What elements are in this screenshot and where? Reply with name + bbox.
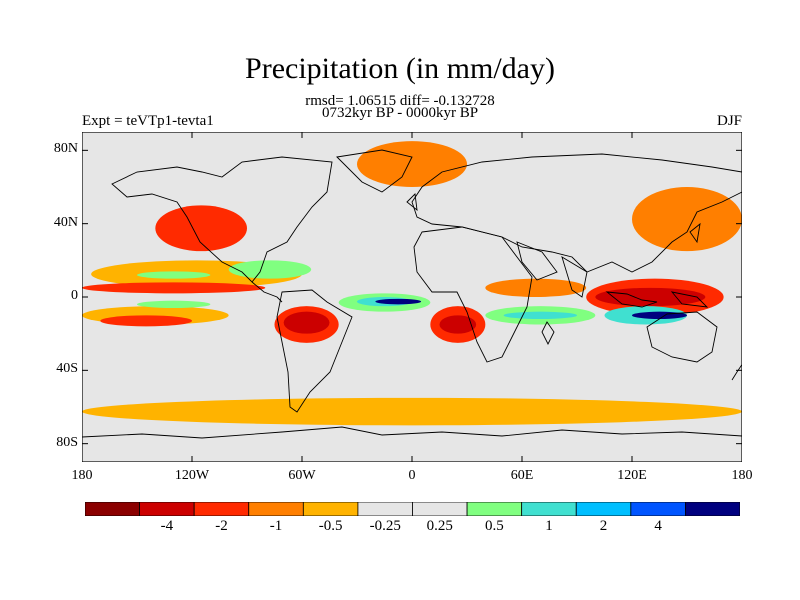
color-bar-box	[685, 502, 740, 516]
color-bar-box	[466, 502, 523, 516]
color-bar-label: -4	[160, 518, 174, 534]
coastlines	[82, 149, 742, 439]
color-bar-box	[357, 502, 413, 516]
color-bar-box	[575, 502, 632, 516]
precip-region-24	[632, 187, 742, 252]
precip-region-23	[357, 141, 467, 187]
lon-tick-label: 120W	[174, 468, 210, 483]
lat-tick-label: 0	[71, 288, 78, 303]
precip-region-14	[439, 315, 477, 334]
precip-anomaly-regions	[82, 141, 742, 426]
season-label: DJF	[716, 113, 742, 129]
color-bar-label: -0.25	[369, 518, 401, 534]
color-bar-label: -0.5	[318, 518, 343, 534]
color-bar-box	[248, 502, 304, 516]
lon-tick-label: 180	[71, 468, 93, 483]
precip-region-8	[283, 311, 330, 334]
color-bar-label: 4	[654, 518, 662, 534]
precip-region-6	[228, 260, 312, 279]
color-bar-label: 0.5	[485, 518, 504, 534]
precip-region-9	[302, 352, 376, 380]
color-bar	[85, 502, 740, 516]
color-bar-box	[302, 502, 359, 516]
color-bar-box	[412, 502, 468, 516]
precip-region-2	[82, 282, 266, 294]
color-bar-label: 1	[545, 518, 553, 534]
chart-title: Precipitation (in mm/day)	[245, 52, 555, 85]
lat-tick-label: 80S	[56, 434, 78, 450]
precip-region-12	[375, 298, 422, 305]
lat-tick-label: 40S	[56, 361, 78, 377]
lon-tick-label: 0	[408, 468, 416, 483]
lat-tick-label: 40N	[53, 214, 78, 230]
color-bar-box	[193, 502, 250, 516]
precip-region-3	[100, 315, 192, 327]
color-bar-label: -1	[269, 518, 283, 534]
color-bar-box	[139, 502, 195, 516]
lon-tick-label: 60E	[510, 468, 534, 483]
precip-region-25	[82, 397, 742, 426]
precip-region-22	[155, 205, 247, 252]
stats-line: rmsd= 1.06515 diff= -0.132728	[305, 93, 495, 109]
color-bar-label: -2	[215, 518, 228, 534]
color-bar-box	[521, 502, 577, 516]
precip-region-16	[503, 311, 577, 319]
precip-region-4	[137, 271, 211, 279]
precip-region-17	[485, 278, 587, 297]
precip-region-19	[595, 287, 706, 307]
lon-tick-label: 120E	[617, 468, 647, 483]
experiment-label: Expt = teVTp1-tevta1	[82, 113, 214, 129]
period-label: 0732kyr BP - 0000kyr BP	[321, 105, 479, 121]
lat-tick-label: 80N	[53, 141, 78, 157]
lon-tick-label: 60W	[288, 468, 316, 483]
color-bar-box	[630, 502, 686, 516]
color-bar-box	[85, 502, 140, 516]
lon-tick-label: 180	[731, 468, 753, 483]
precipitation-map	[82, 132, 742, 462]
precip-region-5	[137, 300, 211, 308]
color-bar-label: 0.25	[426, 518, 453, 534]
color-bar-label: 2	[599, 518, 608, 534]
